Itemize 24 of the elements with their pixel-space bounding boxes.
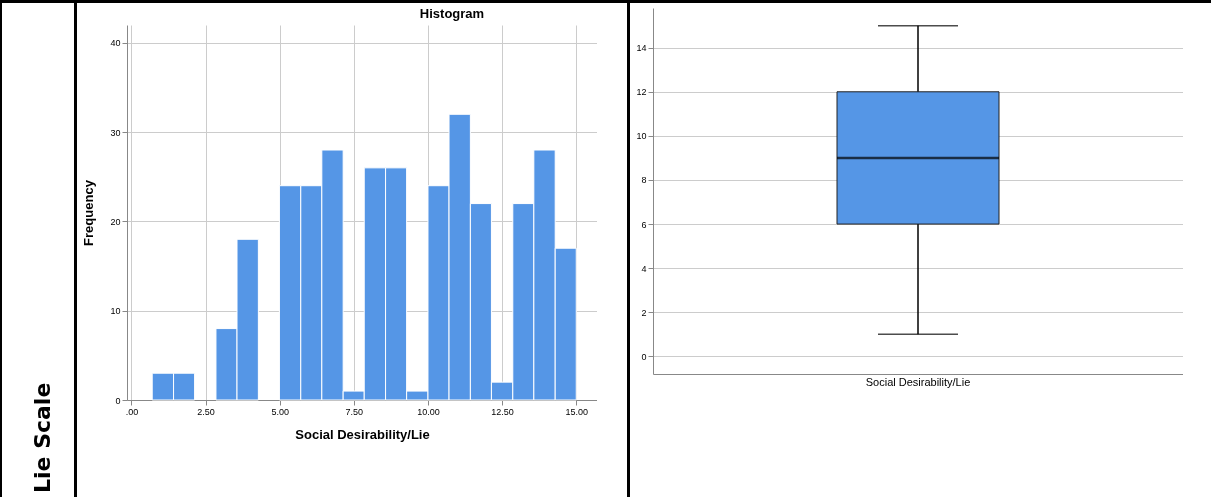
y-tick-label: 40 xyxy=(110,38,121,49)
y-tick-label: 0 xyxy=(115,395,121,406)
x-tick-label: 7.50 xyxy=(345,406,364,417)
chart-title: Histogram xyxy=(419,6,485,21)
y-tick-label: 2 xyxy=(641,307,647,318)
y-tick-label: 10 xyxy=(636,131,647,142)
y-tick-label: 0 xyxy=(641,351,647,362)
y-tick-label: 6 xyxy=(641,219,647,230)
y-tick-label: 12 xyxy=(636,87,647,98)
text: Lie Scale xyxy=(30,382,55,493)
y-tick-label: 30 xyxy=(110,127,121,138)
x-tick-label: .00 xyxy=(125,406,139,417)
x-tick-label: 5.00 xyxy=(271,406,289,417)
y-tick-label: 8 xyxy=(641,175,647,186)
x-tick-label: 10.00 xyxy=(417,406,440,417)
y-axis-title: Frequency xyxy=(81,179,97,246)
x-tick-label: 15.00 xyxy=(565,406,589,417)
y-tick-label: 4 xyxy=(641,263,647,274)
y-tick-label: 20 xyxy=(110,216,121,227)
x-tick-label: 12.50 xyxy=(491,406,514,417)
y-tick-label: 14 xyxy=(636,43,647,54)
y-tick-label: 10 xyxy=(110,306,121,317)
x-tick-label: 2.50 xyxy=(197,406,215,417)
x-axis-title: Social Desirability/Lie xyxy=(295,426,430,442)
